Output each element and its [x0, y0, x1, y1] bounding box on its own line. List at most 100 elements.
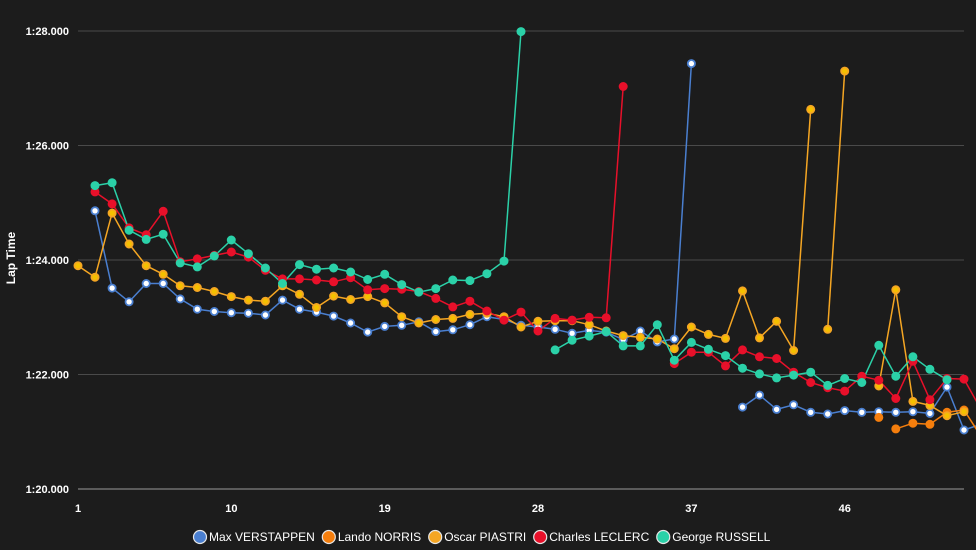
series-max-verstappen-point[interactable] [226, 308, 236, 318]
series-oscar-piastri-point[interactable] [686, 322, 696, 332]
series-lando-norris-point[interactable] [874, 412, 884, 422]
series-charles-leclerc-point[interactable] [567, 315, 577, 325]
series-oscar-piastri-point[interactable] [209, 286, 219, 296]
series-charles-leclerc-point[interactable] [840, 386, 850, 396]
series-george-russell-point[interactable] [891, 371, 901, 381]
legend-item-charles-leclerc[interactable]: Charles LECLERC [533, 529, 650, 545]
series-max-verstappen-point[interactable] [959, 425, 969, 435]
series-george-russell-point[interactable] [124, 225, 134, 235]
series-george-russell-point[interactable] [823, 380, 833, 390]
series-charles-leclerc-point[interactable] [516, 307, 526, 317]
series-oscar-piastri-point[interactable] [192, 282, 202, 292]
series-max-verstappen-point[interactable] [260, 310, 270, 320]
series-oscar-piastri-point[interactable] [397, 312, 407, 322]
series-charles-leclerc-point[interactable] [380, 284, 390, 294]
series-charles-leclerc-point[interactable] [874, 375, 884, 385]
series-george-russell-point[interactable] [857, 377, 867, 387]
series-max-verstappen-point[interactable] [431, 327, 441, 337]
series-oscar-piastri-point[interactable] [669, 344, 679, 354]
series-george-russell-point[interactable] [686, 337, 696, 347]
series-oscar-piastri-point[interactable] [141, 261, 151, 271]
series-lando-norris-point[interactable] [925, 419, 935, 429]
series-george-russell-point[interactable] [874, 340, 884, 350]
series-george-russell-point[interactable] [329, 263, 339, 273]
series-charles-leclerc-point[interactable] [465, 296, 475, 306]
series-george-russell-point[interactable] [755, 369, 765, 379]
series-charles-leclerc-point[interactable] [311, 275, 321, 285]
series-max-verstappen-point[interactable] [840, 406, 850, 416]
series-oscar-piastri-point[interactable] [158, 269, 168, 279]
series-george-russell-point[interactable] [431, 284, 441, 294]
series-oscar-piastri-point[interactable] [618, 331, 628, 341]
series-george-russell-point[interactable] [806, 367, 816, 377]
series-max-verstappen-point[interactable] [857, 407, 867, 417]
series-charles-leclerc-point[interactable] [686, 347, 696, 357]
series-oscar-piastri-point[interactable] [942, 411, 952, 421]
series-charles-leclerc-point[interactable] [891, 393, 901, 403]
series-george-russell-point[interactable] [550, 345, 560, 355]
series-george-russell-point[interactable] [363, 274, 373, 284]
series-charles-leclerc-point[interactable] [363, 285, 373, 295]
series-charles-leclerc-point[interactable] [192, 254, 202, 264]
series-max-verstappen-point[interactable] [908, 407, 918, 417]
series-oscar-piastri-point[interactable] [738, 286, 748, 296]
series-george-russell-point[interactable] [618, 341, 628, 351]
series-george-russell-point[interactable] [789, 370, 799, 380]
series-oscar-piastri-point[interactable] [465, 309, 475, 319]
series-george-russell-point[interactable] [141, 234, 151, 244]
series-george-russell-point[interactable] [840, 373, 850, 383]
series-max-verstappen-point[interactable] [925, 408, 935, 418]
series-charles-leclerc-point[interactable] [618, 82, 628, 92]
series-george-russell-point[interactable] [482, 269, 492, 279]
series-george-russell-point[interactable] [90, 181, 100, 191]
series-charles-leclerc-point[interactable] [584, 312, 594, 322]
series-oscar-piastri-point[interactable] [908, 396, 918, 406]
series-charles-leclerc-point[interactable] [294, 274, 304, 284]
series-max-verstappen-point[interactable] [124, 297, 134, 307]
series-george-russell-point[interactable] [721, 351, 731, 361]
series-max-verstappen-point[interactable] [380, 321, 390, 331]
series-george-russell-point[interactable] [567, 335, 577, 345]
series-george-russell-point[interactable] [294, 260, 304, 270]
series-george-russell-point[interactable] [499, 256, 509, 266]
series-lando-norris-point[interactable] [908, 418, 918, 428]
series-max-verstappen-point[interactable] [448, 325, 458, 335]
series-max-verstappen-point[interactable] [243, 308, 253, 318]
series-george-russell-point[interactable] [192, 262, 202, 272]
legend-item-george-russell[interactable]: George RUSSELL [656, 529, 771, 545]
series-max-verstappen-point[interactable] [686, 59, 696, 69]
series-george-russell-point[interactable] [107, 178, 117, 188]
series-george-russell-point[interactable] [209, 251, 219, 261]
series-charles-leclerc-point[interactable] [431, 293, 441, 303]
series-max-verstappen-point[interactable] [465, 320, 475, 330]
series-charles-leclerc-point[interactable] [158, 206, 168, 216]
series-george-russell-point[interactable] [243, 249, 253, 259]
series-george-russell-point[interactable] [772, 373, 782, 383]
series-oscar-piastri-point[interactable] [635, 332, 645, 342]
series-george-russell-point[interactable] [925, 364, 935, 374]
series-charles-leclerc-point[interactable] [448, 302, 458, 312]
series-george-russell-point[interactable] [158, 229, 168, 239]
series-oscar-piastri-point[interactable] [448, 313, 458, 323]
series-charles-leclerc-point[interactable] [226, 247, 236, 257]
series-max-verstappen-point[interactable] [942, 382, 952, 392]
series-george-russell-point[interactable] [584, 331, 594, 341]
series-oscar-piastri-point[interactable] [311, 302, 321, 312]
series-oscar-piastri-point[interactable] [243, 295, 253, 305]
series-george-russell-point[interactable] [175, 258, 185, 268]
series-max-verstappen-point[interactable] [397, 320, 407, 330]
series-charles-leclerc-point[interactable] [499, 315, 509, 325]
legend-item-max-verstappen[interactable]: Max VERSTAPPEN [192, 529, 315, 545]
series-charles-leclerc-point[interactable] [107, 199, 117, 209]
series-max-verstappen-point[interactable] [329, 311, 339, 321]
series-charles-leclerc-point[interactable] [772, 353, 782, 363]
series-oscar-piastri-point[interactable] [329, 291, 339, 301]
series-max-verstappen-point[interactable] [209, 306, 219, 316]
legend-item-lando-norris[interactable]: Lando NORRIS [321, 529, 421, 545]
series-charles-leclerc-point[interactable] [806, 377, 816, 387]
series-max-verstappen-point[interactable] [346, 318, 356, 328]
series-george-russell-point[interactable] [652, 320, 662, 330]
series-oscar-piastri-point[interactable] [772, 316, 782, 326]
series-max-verstappen-point[interactable] [90, 206, 100, 216]
series-oscar-piastri-point[interactable] [721, 333, 731, 343]
